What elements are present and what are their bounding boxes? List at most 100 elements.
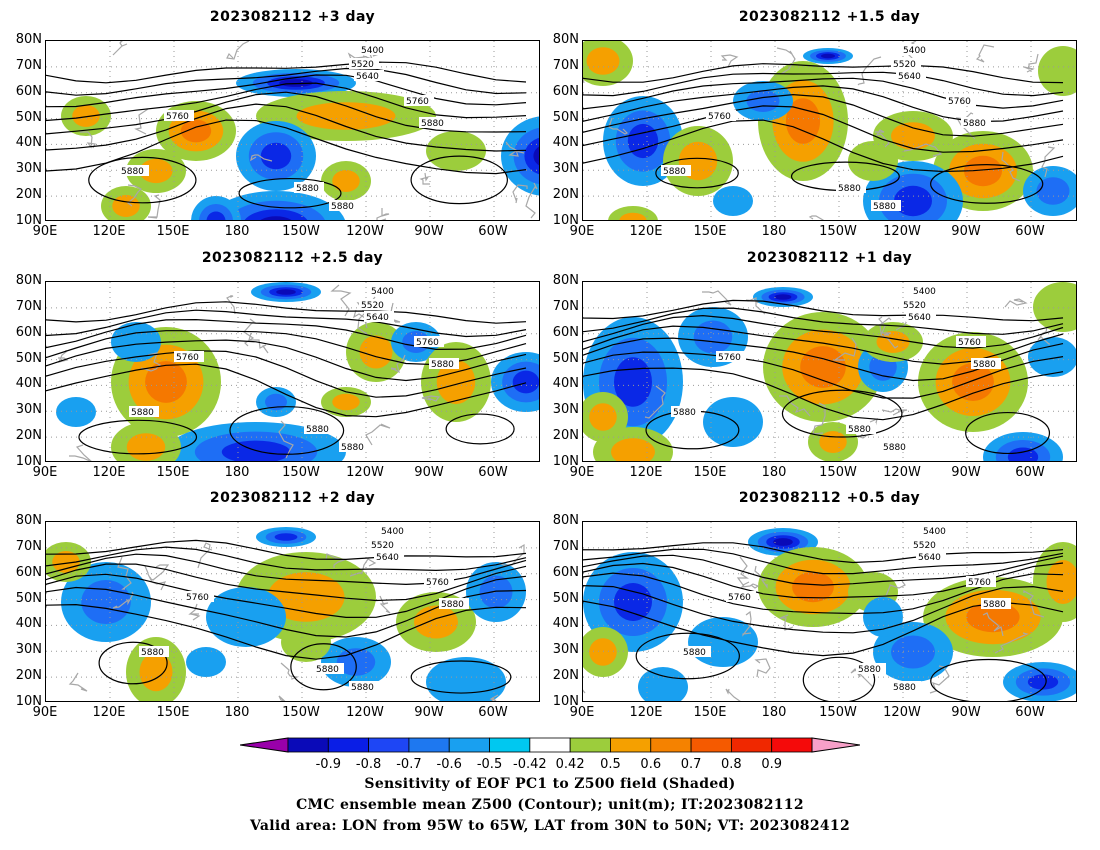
coastline: [736, 556, 750, 586]
sensitivity-shade: [891, 122, 935, 150]
sensitivity-shade: [638, 667, 688, 701]
sensitivity-shade: [891, 635, 935, 669]
sensitivity-shade: [206, 211, 226, 220]
contour-label: 5880: [858, 665, 881, 675]
coastline: [1023, 53, 1039, 73]
sensitivity-shade: [703, 397, 763, 447]
lat-tick-label: 30N: [15, 642, 42, 658]
lat-tick-label: 40N: [15, 616, 42, 632]
contour-label: 5880: [306, 425, 329, 435]
coastline: [248, 332, 269, 354]
lat-tick-label: 80N: [15, 32, 42, 47]
lat-tick-label: 10N: [15, 213, 42, 228]
lat-tick-label: 10N: [15, 694, 42, 709]
coastline: [112, 41, 128, 56]
lon-tick-label: 180: [224, 465, 250, 480]
contour-label-bg: [369, 539, 399, 550]
coastline: [278, 420, 294, 459]
lat-tick-label: 10N: [552, 213, 579, 228]
colorbar-tick-label: -0.6: [436, 757, 462, 772]
lat-tick-label: 60N: [552, 564, 579, 580]
sensitivity-shade: [139, 652, 173, 692]
sensitivity-shade: [265, 393, 287, 411]
contour-label-bg: [896, 70, 926, 81]
sensitivity-shade: [1028, 337, 1076, 377]
coastline: [788, 460, 789, 461]
contour-label-bg: [856, 663, 886, 674]
z500-contour: [46, 603, 527, 660]
sensitivity-shade: [56, 397, 96, 427]
contour-label: 5640: [356, 72, 379, 82]
coastline: [134, 108, 149, 135]
z500-contour: [583, 548, 1064, 575]
contour-label-bg: [184, 591, 214, 602]
lon-tick-label: 90E: [32, 465, 58, 480]
z500-contour: [46, 82, 527, 122]
contour-label-bg: [354, 70, 384, 81]
colorbar-tick-label: -0.5: [476, 757, 503, 772]
contour-label: 5880: [421, 119, 444, 129]
contour-label-bg: [901, 44, 931, 55]
z500-contour: [46, 339, 527, 382]
z500-contour: [655, 157, 739, 189]
z500-contour: [46, 119, 527, 175]
lon-tick-label: 120W: [883, 705, 921, 720]
coastline: [330, 284, 352, 317]
z500-contour: [46, 318, 527, 351]
contour-label: 5880: [673, 408, 696, 418]
colorbar-tick-label: -0.8: [355, 757, 382, 772]
colorbar-box: [368, 737, 410, 753]
lon-tick-label: 90E: [32, 705, 58, 720]
z500-contour: [46, 103, 527, 152]
colorbar-tick-label: -0.42: [513, 757, 547, 772]
contour-label-bg: [891, 681, 921, 692]
contour-label-bg: [349, 58, 379, 69]
sensitivity-shade: [414, 605, 458, 639]
contour-label-bg: [911, 539, 941, 550]
lon-tick-label: 150E: [156, 224, 190, 239]
colorbar-box: [569, 737, 611, 753]
coastline: [349, 558, 377, 577]
contour-label: 5760: [176, 353, 199, 363]
z500-contour: [46, 350, 527, 398]
z500-contour: [46, 61, 527, 84]
lon-tick-label: 150E: [693, 224, 727, 239]
contour-label: 5760: [166, 112, 189, 122]
lon-tick-label: 150E: [693, 705, 727, 720]
contour-label: 5880: [983, 600, 1006, 610]
contour-label-bg: [349, 681, 379, 692]
coastline: [878, 316, 899, 349]
contour-label-bg: [294, 182, 324, 193]
contour-label-bg: [374, 551, 404, 562]
lat-tick-label: 20N: [15, 668, 42, 684]
lon-tick-label: 180: [224, 224, 250, 239]
z500-contour: [583, 542, 1064, 564]
lon-tick-label: 150W: [819, 465, 857, 480]
lon-tick-label: 90W: [951, 224, 981, 239]
lat-tick-label: 50N: [552, 590, 579, 606]
z500-contour: [46, 74, 527, 108]
lat-tick-label: 30N: [552, 402, 579, 418]
coastline: [489, 694, 499, 701]
contour-label: 5760: [718, 353, 741, 363]
lat-tick-label: 10N: [15, 454, 42, 469]
contour-label: 5520: [903, 301, 926, 311]
lat-tick-label: 30N: [552, 161, 579, 177]
contour-label-bg: [971, 358, 1001, 369]
contour-label: 5760: [728, 593, 751, 603]
coastline: [975, 44, 995, 63]
contour-label-bg: [364, 311, 394, 322]
lon-tick-label: 90W: [414, 705, 444, 720]
contour-label-bg: [681, 646, 711, 657]
lon-tick-label: 90E: [569, 705, 595, 720]
sensitivity-shade: [1046, 560, 1076, 604]
sensitivity-shade: [586, 47, 620, 75]
contour-label-bg: [359, 299, 389, 310]
sensitivity-shade: [426, 657, 506, 701]
lon-tick-label: 120E: [629, 224, 663, 239]
contour-label-bg: [414, 336, 444, 347]
contour-label: 5880: [431, 360, 454, 370]
coastline: [779, 395, 811, 417]
coastline: [776, 47, 796, 75]
sensitivity-shade: [894, 185, 932, 217]
